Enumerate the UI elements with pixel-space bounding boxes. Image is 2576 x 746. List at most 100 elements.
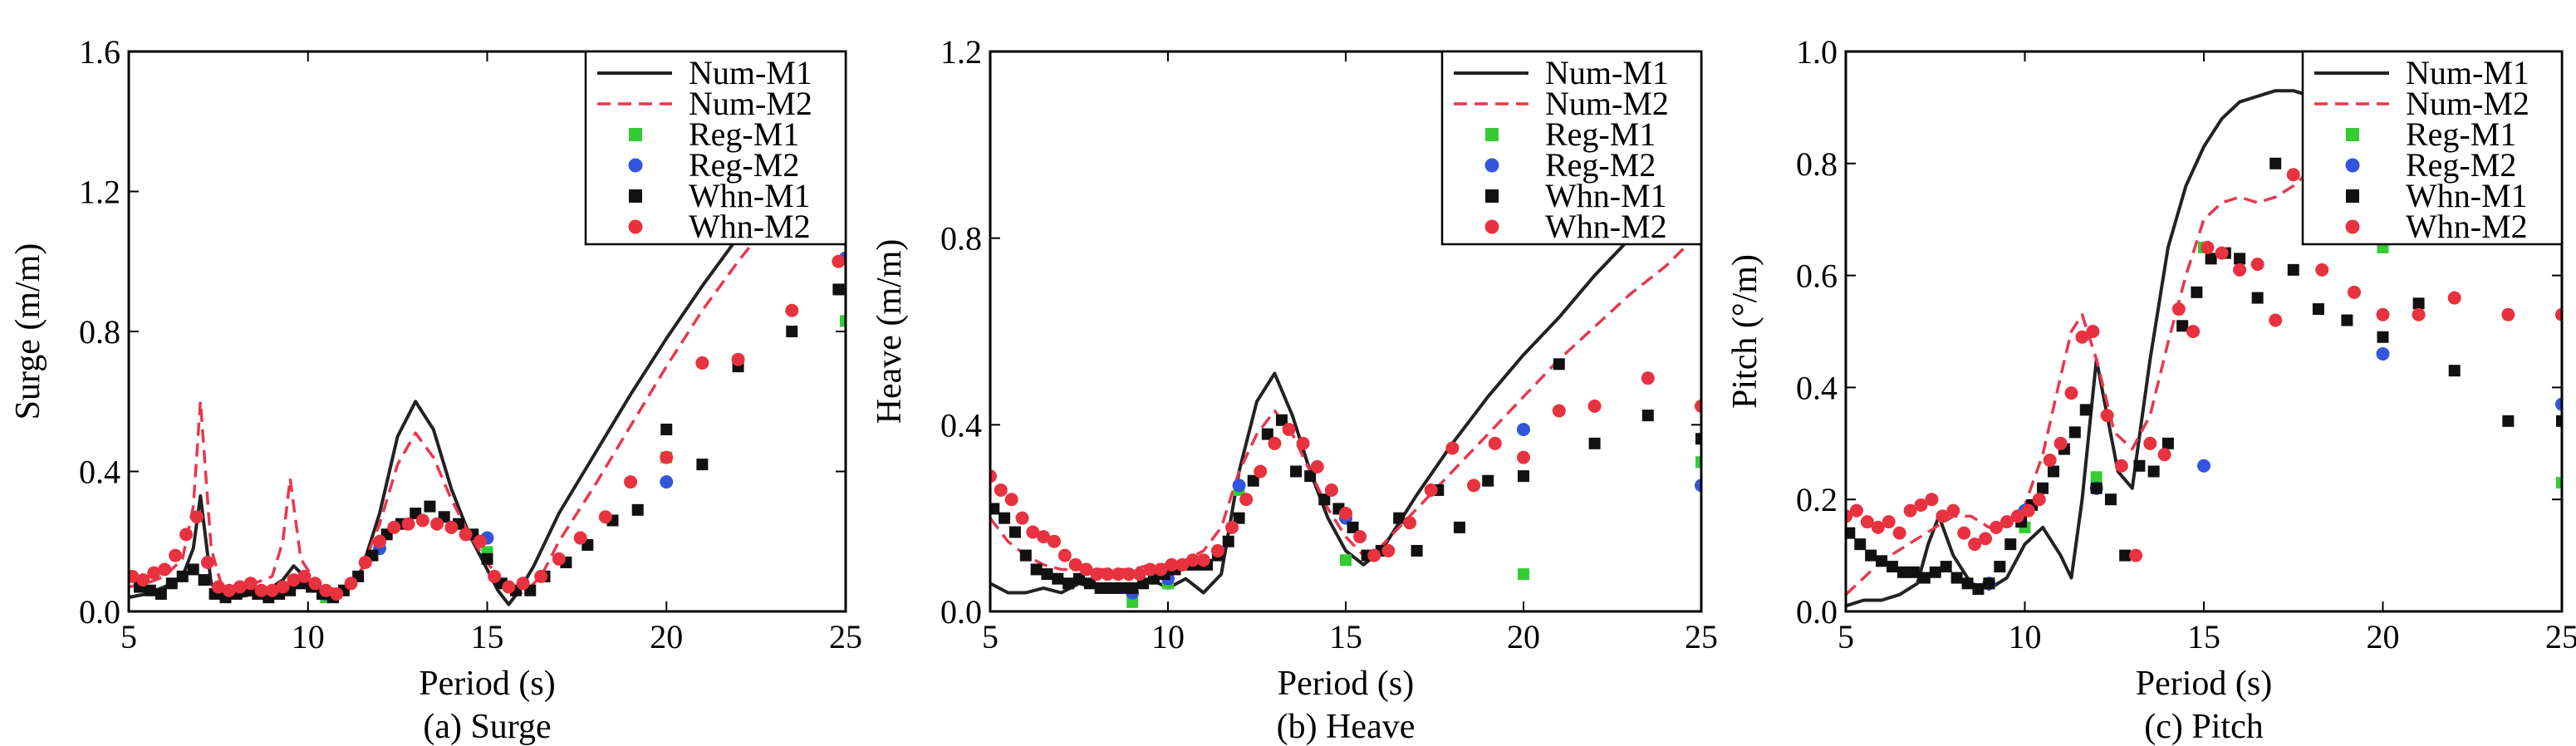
series-whn-m2-point (129, 569, 140, 583)
series-reg-m2-point (660, 475, 674, 489)
series-whn-m1-point (2147, 465, 2160, 478)
series-whn-m2-point (297, 569, 312, 583)
series-whn-m2-point (265, 583, 279, 597)
x-tick-label: 10 (1151, 618, 1185, 655)
series-whn-m1-point (990, 503, 1000, 515)
series-whn-m2-point (1121, 567, 1136, 582)
series-whn-m2-point (1914, 498, 1928, 512)
series-whn-m2-point (2021, 503, 2035, 518)
series-whn-m2-point (2075, 330, 2089, 344)
series-reg-m1-point (2090, 471, 2103, 483)
series-whn-m2-point (1254, 464, 1268, 479)
axes-frame (989, 50, 1703, 613)
series-whn-m1-point (2556, 415, 2562, 427)
series-whn-m1-point (2004, 538, 2017, 551)
y-axis-label: Surge (m/m) (9, 243, 47, 420)
series-whn-m2-point (2376, 307, 2390, 321)
series-whn-m1-point (1347, 521, 1359, 533)
series-whn-m2-point (1268, 436, 1282, 450)
series-whn-m2-point (1132, 567, 1146, 582)
series-whn-m2-point (2143, 436, 2157, 450)
series-whn-m1-point (1041, 568, 1053, 581)
series-whn-m2-point (2412, 307, 2426, 321)
series-whn-m2-point (990, 469, 997, 483)
plot-area (129, 113, 846, 606)
legend-reg-m2-label: Reg-M2 (1545, 146, 1656, 184)
series-whn-m2-point (2043, 454, 2057, 468)
series-whn-m1-point (2047, 465, 2059, 478)
y-tick-label: 0.0 (940, 593, 982, 631)
series-whn-m1-point (1846, 527, 1856, 539)
series-whn-m1-point (2205, 253, 2217, 265)
series-whn-m1-point (1304, 470, 1317, 483)
legend-reg-m2-swatch (628, 158, 643, 173)
series-whn-m2-point (2171, 302, 2186, 317)
series-whn-m1-point (631, 503, 644, 516)
series-whn-m1-point (1961, 577, 1974, 590)
series-whn-m2-point (1903, 503, 1917, 518)
series-whn-m1-point (2090, 482, 2103, 494)
series-whn-m1-point (1261, 428, 1273, 440)
series-whn-m2-point (1695, 399, 1701, 413)
series-whn-m1-point (2119, 549, 2132, 562)
series-whn-m1-point (786, 326, 798, 337)
x-axis-label: Period (s) (1278, 665, 1414, 703)
legend-whn-m1-label: Whn-M1 (2406, 177, 2528, 214)
series-whn-m1-point (2037, 482, 2049, 494)
series-reg-m1-point (1518, 568, 1529, 581)
series-whn-m2-point (1282, 422, 1296, 436)
panel-caption: (c) Pitch (2144, 708, 2263, 746)
series-whn-m2-point (598, 510, 612, 524)
series-whn-m2-point (2447, 291, 2461, 305)
series-whn-m2-point (573, 531, 587, 545)
legend-whn-m2-label: Whn-M2 (2406, 208, 2528, 245)
series-whn-m2-point (287, 573, 301, 587)
y-tick-label: 0.8 (940, 220, 982, 258)
series-whn-m1-point (1695, 433, 1701, 445)
series-whn-m2-point (2086, 325, 2100, 338)
y-tick-label: 0.4 (79, 454, 120, 491)
series-whn-m1-point (424, 500, 436, 513)
series-whn-m2-point (1101, 567, 1115, 582)
series-whn-m2-point (1057, 548, 1072, 562)
series-whn-m2-point (2233, 263, 2247, 277)
legend-whn-m2-swatch (628, 219, 643, 234)
series-whn-m2-point (1068, 557, 1082, 572)
x-tick-label: 25 (829, 618, 862, 655)
x-axis-label: Period (s) (419, 665, 555, 703)
series-whn-m1-point (2269, 157, 2282, 169)
series-whn-m2-point (1079, 562, 1093, 577)
series-whn-m1-point (2448, 365, 2461, 377)
series-whn-m2-point (1424, 483, 1438, 497)
series-whn-m1-point (144, 584, 156, 596)
y-tick-label: 1.0 (1796, 33, 1838, 71)
series-whn-m1-point (1972, 583, 1985, 596)
series-whn-m1-point (832, 283, 845, 296)
x-tick-label: 25 (1685, 618, 1718, 655)
series-num-m1-line (1846, 89, 2323, 608)
legend-box (2301, 50, 2564, 246)
series-whn-m2-point (1004, 493, 1018, 507)
series-whn-m1-point (1983, 577, 1995, 590)
axes-frame (1844, 50, 2564, 613)
legend-box (1440, 50, 1703, 246)
series-whn-m1-point (660, 423, 673, 435)
series-whn-m2-point (319, 583, 333, 597)
series-whn-m2-point (1196, 553, 1210, 567)
x-tick-label: 25 (2545, 618, 2576, 655)
y-tick-label: 0.4 (940, 406, 982, 444)
series-whn-m2-point (147, 566, 161, 580)
series-whn-m2-point (1015, 511, 1029, 525)
series-whn-m2-point (2114, 459, 2128, 473)
series-whn-m1-point (1482, 474, 1494, 487)
series-whn-m2-point (516, 577, 530, 591)
x-tick-label: 15 (2187, 618, 2220, 655)
series-whn-m1-point (2412, 297, 2425, 310)
chart-panel-3: 5 10 15 20 25 0.0 0.2 0.4 0.6 0.8 1.0 Period (s) Pit… (1726, 33, 2576, 746)
series-whn-m1-point (1126, 582, 1139, 594)
series-whn-m2-point (1175, 557, 1190, 572)
series-whn-m2-point (373, 534, 387, 548)
